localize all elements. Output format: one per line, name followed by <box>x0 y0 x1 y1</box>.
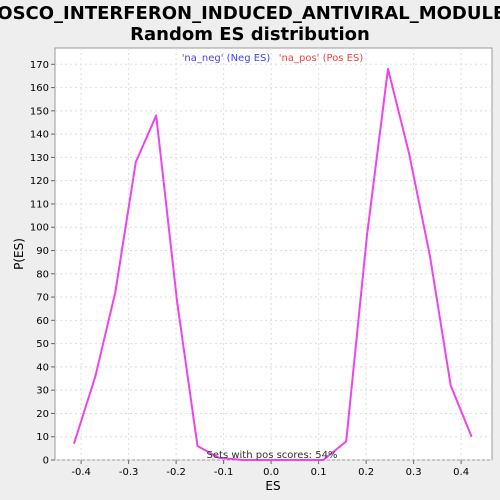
y-tick-label: 100 <box>30 223 49 234</box>
series-line-0 <box>73 67 473 461</box>
x-tick-label: -0.2 <box>166 467 186 478</box>
pos-scores-annotation: Sets with pos scores: 54% <box>207 450 338 461</box>
axis-layer: 0 10 20 30 40 50 60 70 80 90 100 110 120 130 140 150 160… <box>30 60 469 478</box>
y-tick-label: 40 <box>36 362 49 373</box>
x-tick-label: 0.2 <box>358 467 374 478</box>
series-layer <box>73 67 473 461</box>
y-tick-label: 150 <box>30 106 49 117</box>
x-axis-label: ES <box>265 479 280 493</box>
y-tick-label: 70 <box>36 293 49 304</box>
y-axis-label: P(ES) <box>12 238 26 270</box>
y-tick-label: 140 <box>30 130 49 141</box>
y-tick-label: 10 <box>36 432 49 443</box>
plot-area <box>54 47 493 461</box>
x-tick-label: 0.1 <box>311 467 327 478</box>
y-tick-label: 60 <box>36 316 49 327</box>
y-tick-label: 170 <box>30 60 49 71</box>
y-tick-label: 160 <box>30 83 49 94</box>
chart-title-line2: Random ES distribution <box>130 24 370 45</box>
y-tick-label: 130 <box>30 153 49 164</box>
chart-title-line1: BOSCO_INTERFERON_INDUCED_ANTIVIRAL_MODUL… <box>0 3 500 24</box>
x-tick-label: -0.3 <box>119 467 139 478</box>
x-tick-label: 0.3 <box>406 467 422 478</box>
legend-entry-neg: 'na_neg' (Neg ES) <box>182 53 271 64</box>
x-tick-label: 0.0 <box>263 467 279 478</box>
y-tick-label: 80 <box>36 269 49 280</box>
y-tick-label: 50 <box>36 339 49 350</box>
x-tick-label: -0.4 <box>71 467 91 478</box>
y-tick-label: 0 <box>43 456 49 467</box>
grid-layer <box>55 48 492 461</box>
x-tick-label: 0.4 <box>453 467 469 478</box>
y-tick-label: 30 <box>36 386 49 397</box>
y-tick-label: 110 <box>30 199 49 210</box>
x-tick-label: -0.1 <box>214 467 234 478</box>
legend-entry-pos: 'na_pos' (Pos ES) <box>279 53 364 64</box>
y-tick-label: 120 <box>30 176 49 187</box>
y-tick-label: 90 <box>36 246 49 257</box>
y-tick-label: 20 <box>36 409 49 420</box>
